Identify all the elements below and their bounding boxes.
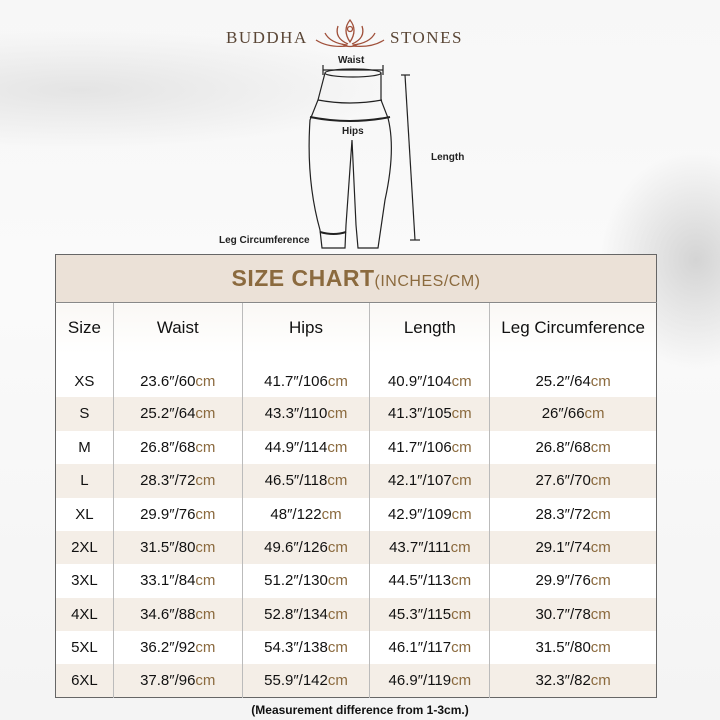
label-waist: Waist bbox=[338, 55, 365, 66]
cell-length: 46.9″/119cm bbox=[369, 663, 490, 698]
cell-size: S bbox=[55, 396, 114, 431]
cell-length: 41.3″/105cm bbox=[369, 396, 490, 431]
cell-leg: 28.3″/72cm bbox=[489, 497, 657, 531]
table-row: XL 29.9″/76cm 48″/122cm 42.9″/109cm 28.3″/72… bbox=[55, 497, 657, 531]
cell-size: 6XL bbox=[55, 663, 114, 698]
cell-waist: 29.9″/76cm bbox=[112, 497, 243, 531]
cell-size: XL bbox=[55, 497, 114, 531]
table-row: 3XL 33.1″/84cm 51.2″/130cm 44.5″/113cm 29.9″… bbox=[55, 563, 657, 598]
cell-size: L bbox=[55, 463, 114, 498]
cell-length: 46.1″/117cm bbox=[369, 630, 490, 664]
cell-leg: 29.1″/74cm bbox=[489, 530, 657, 564]
cell-length: 42.9″/109cm bbox=[369, 497, 490, 531]
cell-leg: 26″/66cm bbox=[489, 396, 657, 431]
cell-hips: 43.3″/110cm bbox=[241, 396, 370, 431]
cell-length: 42.1″/107cm bbox=[369, 463, 490, 498]
cell-leg: 32.3″/82cm bbox=[489, 663, 657, 698]
cell-waist: 31.5″/80cm bbox=[112, 530, 243, 564]
column-header: Size bbox=[55, 302, 114, 353]
cell-hips: 46.5″/118cm bbox=[241, 463, 370, 498]
table-row: 5XL 36.2″/92cm 54.3″/138cm 46.1″/117cm 31.5″… bbox=[55, 630, 657, 664]
column-header: Length bbox=[369, 302, 490, 353]
cell-hips: 44.9″/114cm bbox=[241, 430, 370, 464]
cell-hips: 54.3″/138cm bbox=[241, 630, 370, 664]
cell-hips: 52.8″/134cm bbox=[241, 597, 370, 631]
cell-hips: 49.6″/126cm bbox=[241, 530, 370, 564]
cell-waist: 26.8″/68cm bbox=[112, 430, 243, 464]
column-header: Leg Circumference bbox=[489, 302, 657, 353]
cell-hips: 55.9″/142cm bbox=[241, 663, 370, 698]
cell-length: 41.7″/106cm bbox=[369, 430, 490, 464]
cell-leg: 31.5″/80cm bbox=[489, 630, 657, 664]
lotus-meditation-icon bbox=[315, 18, 385, 48]
label-hips: Hips bbox=[342, 126, 364, 137]
cell-length: 45.3″/115cm bbox=[369, 597, 490, 631]
cell-waist: 23.6″/60cm bbox=[112, 352, 243, 397]
table-row: 4XL 34.6″/88cm 52.8″/134cm 45.3″/115cm 30.7″… bbox=[55, 597, 657, 631]
cell-leg: 26.8″/68cm bbox=[489, 430, 657, 464]
table-row: 6XL 37.8″/96cm 55.9″/142cm 46.9″/119cm 32.3″… bbox=[55, 663, 657, 698]
size-chart-table: SIZE CHART(INCHES/CM) Size Waist Hips Lengt… bbox=[55, 254, 657, 698]
measurement-note: (Measurement difference from 1-3cm.) bbox=[251, 703, 469, 717]
cell-leg: 29.9″/76cm bbox=[489, 563, 657, 598]
cell-size: XS bbox=[55, 352, 114, 397]
cell-waist: 28.3″/72cm bbox=[112, 463, 243, 498]
cell-hips: 48″/122cm bbox=[241, 497, 370, 531]
table-row: S 25.2″/64cm 43.3″/110cm 41.3″/105cm 26″/66c… bbox=[55, 396, 657, 431]
cell-hips: 51.2″/130cm bbox=[241, 563, 370, 598]
label-length: Length bbox=[431, 152, 465, 163]
label-leg-circumference: Leg Circumference bbox=[219, 235, 310, 246]
cell-waist: 33.1″/84cm bbox=[112, 563, 243, 598]
cell-waist: 37.8″/96cm bbox=[112, 663, 243, 698]
table-row: M 26.8″/68cm 44.9″/114cm 41.7″/106cm 26.8″/6… bbox=[55, 430, 657, 464]
cell-length: 44.5″/113cm bbox=[369, 563, 490, 598]
cell-size: 4XL bbox=[55, 597, 114, 631]
chart-title: SIZE CHART(INCHES/CM) bbox=[55, 254, 657, 303]
cell-hips: 41.7″/106cm bbox=[241, 352, 370, 397]
cell-waist: 36.2″/92cm bbox=[112, 630, 243, 664]
background-mist bbox=[0, 30, 400, 150]
table-row: 2XL 31.5″/80cm 49.6″/126cm 43.7″/111cm 29.1″… bbox=[55, 530, 657, 564]
cell-leg: 30.7″/78cm bbox=[489, 597, 657, 631]
brand-name-left: BUDDHA bbox=[226, 28, 308, 47]
column-header: Hips bbox=[241, 302, 370, 353]
cell-waist: 25.2″/64cm bbox=[112, 396, 243, 431]
cell-size: 5XL bbox=[55, 630, 114, 664]
column-header: Waist bbox=[112, 302, 243, 353]
table-row: L 28.3″/72cm 46.5″/118cm 42.1″/107cm 27.6″/7… bbox=[55, 463, 657, 498]
cell-size: 3XL bbox=[55, 563, 114, 598]
pants-diagram bbox=[308, 18, 420, 249]
table-row: XS 23.6″/60cm 41.7″/106cm 40.9″/104cm 25.2″/… bbox=[55, 352, 657, 397]
cell-leg: 25.2″/64cm bbox=[489, 352, 657, 397]
cell-length: 43.7″/111cm bbox=[369, 530, 490, 564]
cell-leg: 27.6″/70cm bbox=[489, 463, 657, 498]
cell-size: M bbox=[55, 430, 114, 464]
cell-waist: 34.6″/88cm bbox=[112, 597, 243, 631]
cell-length: 40.9″/104cm bbox=[369, 352, 490, 397]
brand-name-right: STONES bbox=[390, 28, 463, 47]
cell-size: 2XL bbox=[55, 530, 114, 564]
